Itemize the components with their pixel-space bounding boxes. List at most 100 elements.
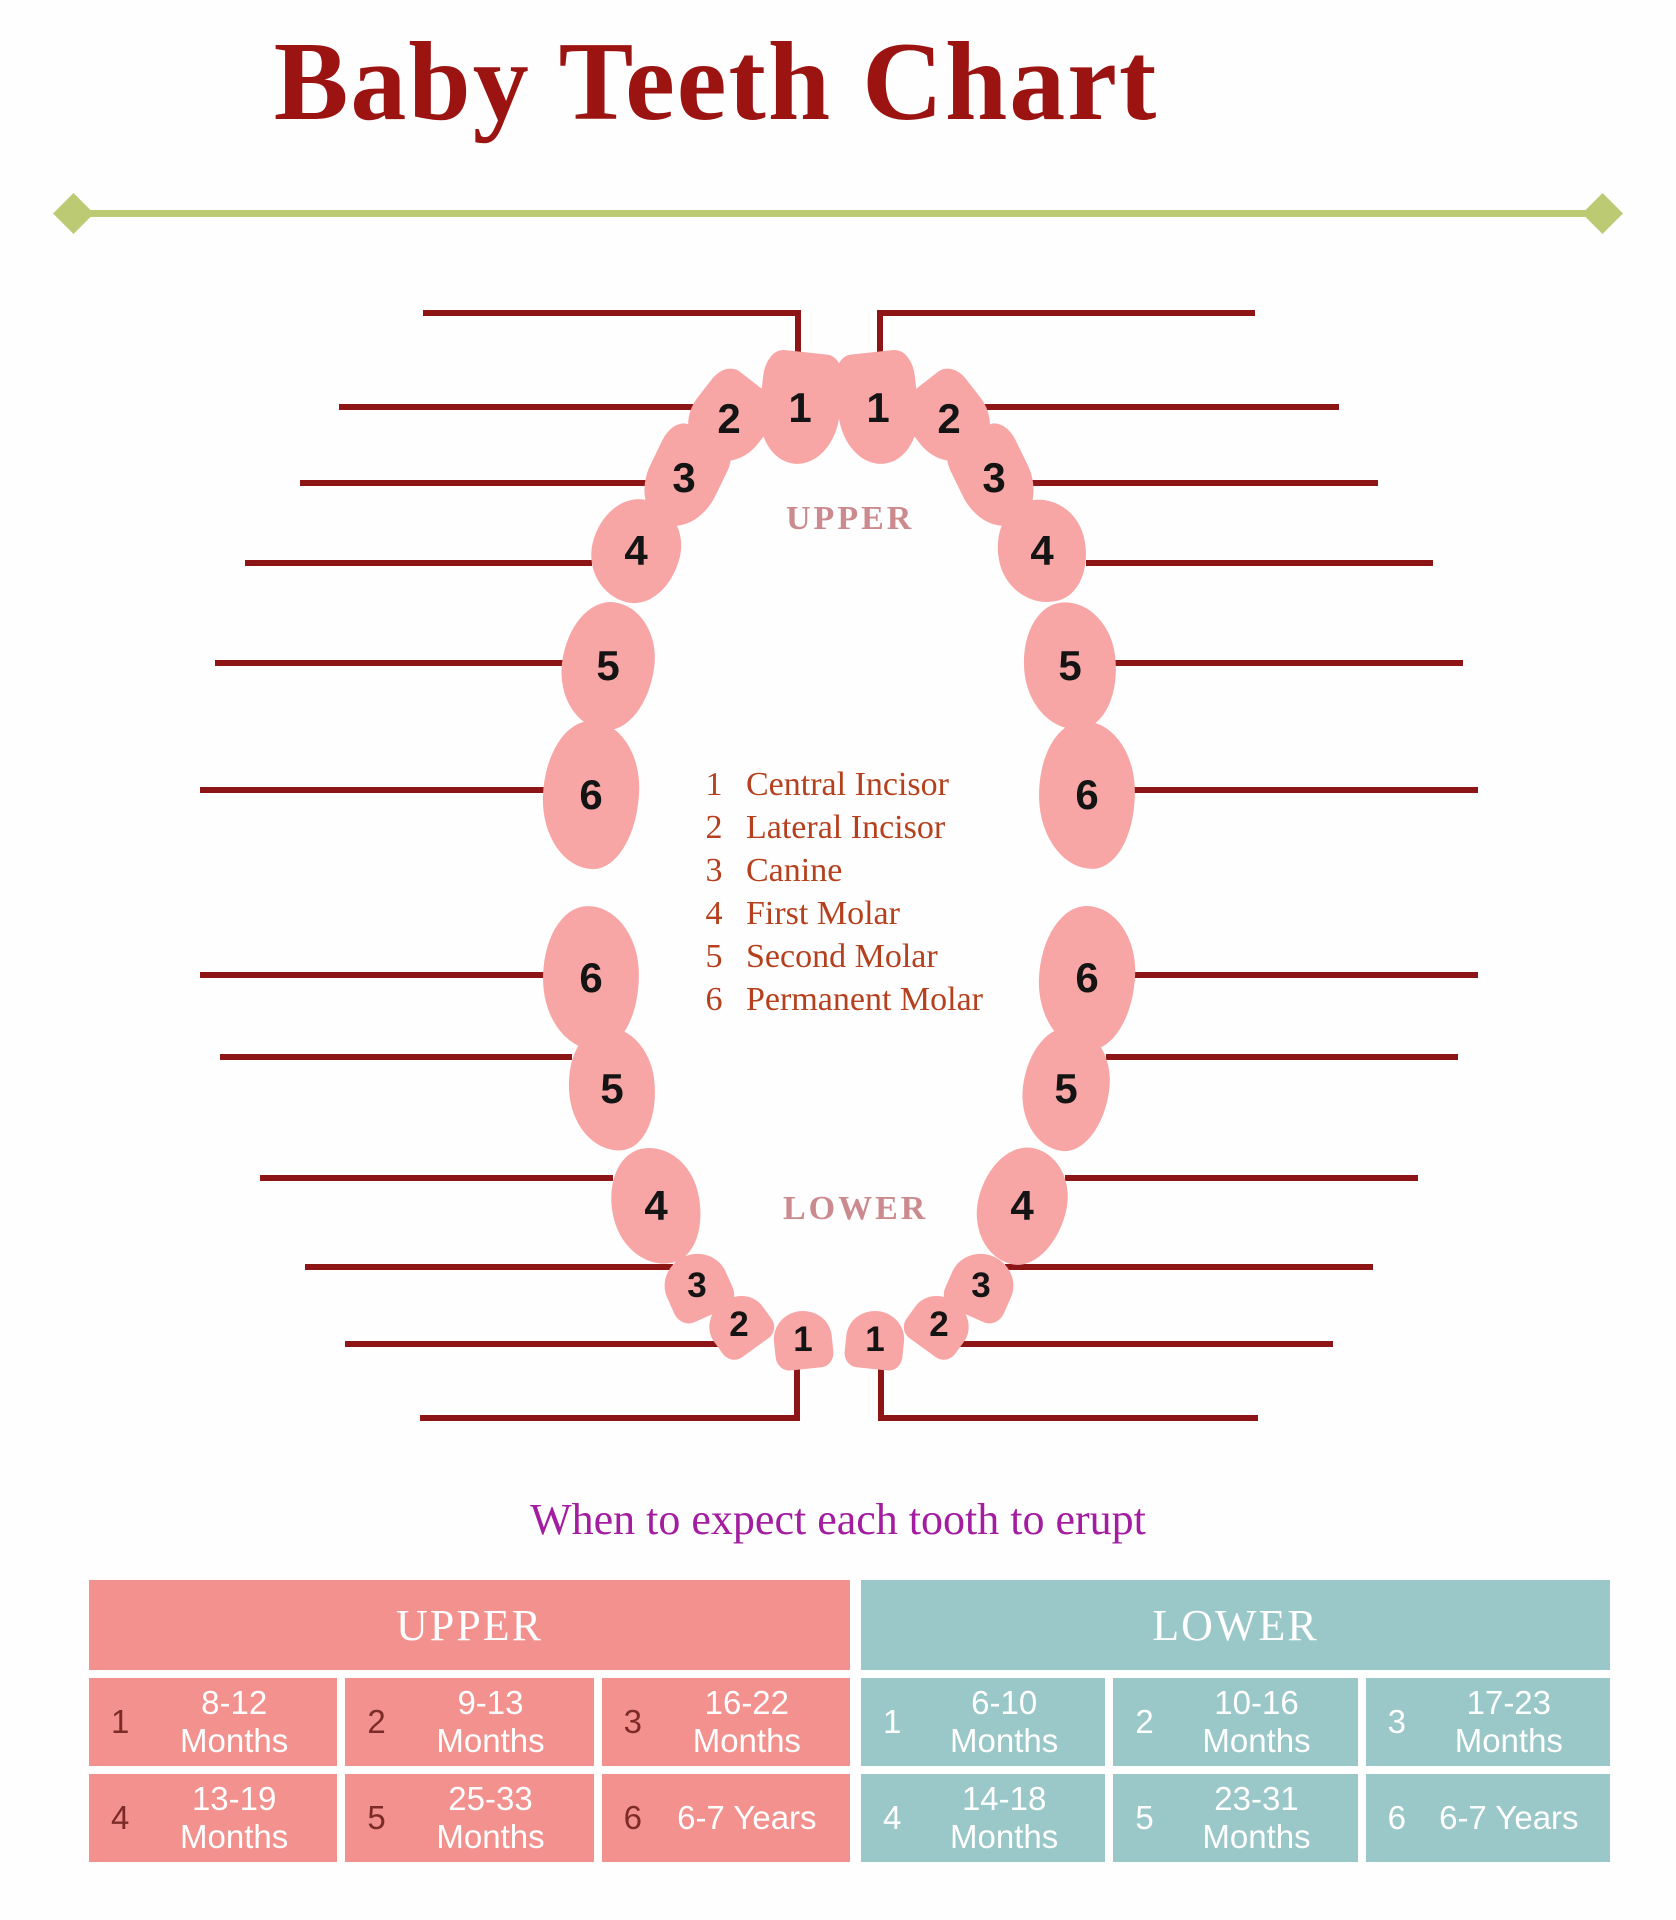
cell-number: 5 bbox=[367, 1799, 386, 1836]
upper-eruption-table: UPPER 1 8-12 Months 2 9-13 Months 3 16-2… bbox=[89, 1580, 850, 1862]
tooth-lower-1-right: 1 bbox=[843, 1308, 907, 1372]
tooth-number: 1 bbox=[793, 1320, 813, 1359]
tooth-number: 4 bbox=[644, 1182, 668, 1229]
tooth-upper-3-left: 3 bbox=[629, 417, 739, 539]
tooth-lower-3-left: 3 bbox=[654, 1243, 740, 1329]
cell-number: 3 bbox=[1387, 1703, 1407, 1740]
legend-number: 4 bbox=[705, 895, 723, 932]
tooth-number: 1 bbox=[866, 384, 890, 431]
cell-time: 6-7 Years bbox=[1439, 1799, 1579, 1836]
table-cell: 4 14-18 Months bbox=[861, 1774, 1106, 1862]
tooth-number: 4 bbox=[624, 527, 648, 574]
cell-number: 2 bbox=[1135, 1703, 1154, 1740]
cell-number: 3 bbox=[623, 1703, 643, 1740]
tooth-number: 3 bbox=[971, 1266, 991, 1305]
tooth-lower-6-left: 6 bbox=[540, 904, 642, 1052]
pointer-line-upper-1-left bbox=[423, 310, 801, 368]
tooth-number: 5 bbox=[1058, 642, 1082, 689]
table-cell: 1 8-12 Months bbox=[89, 1678, 338, 1766]
legend-label: Lateral Incisor bbox=[746, 809, 946, 846]
cell-number: 4 bbox=[883, 1799, 902, 1836]
tooth-lower-6-right: 6 bbox=[1036, 904, 1138, 1052]
tooth-lower-2-left: 2 bbox=[698, 1284, 780, 1366]
legend-label: Central Incisor bbox=[746, 766, 949, 803]
table-cell: 2 9-13 Months bbox=[345, 1678, 594, 1766]
legend-item: 2 Lateral Incisor bbox=[700, 809, 983, 852]
tooth-number: 4 bbox=[1010, 1182, 1034, 1229]
tooth-lower-5-right: 5 bbox=[1015, 1022, 1117, 1156]
cell-time: 16-22 Months bbox=[692, 1684, 801, 1759]
tooth-upper-3-right: 3 bbox=[939, 417, 1049, 539]
cell-number: 4 bbox=[111, 1799, 130, 1836]
tooth-number: 3 bbox=[687, 1266, 707, 1305]
cell-time: 23-31 Months bbox=[1202, 1780, 1311, 1855]
legend-number: 1 bbox=[705, 766, 723, 803]
tooth-upper-6-right: 6 bbox=[1036, 719, 1138, 871]
tooth-number: 5 bbox=[596, 642, 620, 689]
legend-number: 6 bbox=[705, 981, 723, 1018]
cell-number: 6 bbox=[1387, 1799, 1407, 1836]
upper-arch-label: UPPER bbox=[786, 500, 915, 537]
cell-number: 1 bbox=[883, 1703, 902, 1740]
tooth-upper-5-right: 5 bbox=[1016, 596, 1124, 736]
tooth-number: 2 bbox=[929, 1305, 949, 1344]
legend-number: 3 bbox=[705, 852, 723, 889]
tooth-upper-6-left: 6 bbox=[540, 719, 642, 871]
cell-number: 5 bbox=[1135, 1799, 1154, 1836]
tooth-upper-4-left: 4 bbox=[580, 489, 692, 613]
eruption-heading: When to expect each tooth to erupt bbox=[530, 1495, 1146, 1544]
pointer-line-lower-1-left bbox=[420, 1363, 800, 1421]
cell-time: 13-19 Months bbox=[180, 1780, 289, 1855]
lower-table-header: LOWER bbox=[861, 1580, 1610, 1670]
tooth-lower-1-left: 1 bbox=[771, 1308, 835, 1372]
table-cell: 4 13-19 Months bbox=[89, 1774, 338, 1862]
tooth-number: 6 bbox=[579, 771, 603, 818]
lower-arch-label: LOWER bbox=[783, 1190, 929, 1227]
pointer-line-upper-1-right bbox=[877, 310, 1255, 368]
tooth-number: 1 bbox=[865, 1320, 885, 1359]
tooth-upper-4-right: 4 bbox=[986, 489, 1098, 613]
legend-item: 3 Canine bbox=[700, 852, 983, 895]
pointer-line-lower-1-right bbox=[878, 1363, 1258, 1421]
cell-time: 14-18 Months bbox=[950, 1780, 1059, 1855]
legend-item: 5 Second Molar bbox=[700, 938, 983, 981]
tooth-lower-3-right: 3 bbox=[938, 1243, 1024, 1329]
tooth-number: 3 bbox=[982, 454, 1006, 501]
table-cell: 6 6-7 Years bbox=[1365, 1774, 1610, 1862]
tooth-number: 2 bbox=[717, 395, 741, 442]
tooth-legend: 1 Central Incisor 2 Lateral Incisor 3 Ca… bbox=[700, 766, 984, 1024]
lower-eruption-table: LOWER 1 6-10 Months 2 10-16 Months 3 17-… bbox=[861, 1580, 1610, 1862]
teeth-diagram: 1 1 2 2 3 3 4 4 bbox=[200, 310, 1478, 1421]
cell-time: 6-7 Years bbox=[677, 1799, 817, 1836]
tooth-number: 5 bbox=[1054, 1065, 1078, 1112]
tooth-lower-4-right: 4 bbox=[965, 1138, 1079, 1274]
tooth-number: 6 bbox=[1075, 954, 1099, 1001]
table-cell: 2 10-16 Months bbox=[1113, 1678, 1358, 1766]
pointer-lines bbox=[200, 310, 1478, 1421]
cell-time: 25-33 Months bbox=[436, 1780, 545, 1855]
upper-table-header: UPPER bbox=[89, 1580, 850, 1670]
legend-label: First Molar bbox=[746, 895, 900, 932]
legend-number: 5 bbox=[705, 938, 723, 975]
tooth-upper-5-left: 5 bbox=[554, 596, 662, 736]
legend-item: 6 Permanent Molar bbox=[700, 981, 984, 1024]
tooth-number: 1 bbox=[788, 384, 812, 431]
tooth-upper-1-right: 1 bbox=[832, 348, 924, 468]
tooth-number: 2 bbox=[937, 395, 961, 442]
divider-rule bbox=[74, 210, 1602, 217]
table-cell: 5 23-31 Months bbox=[1113, 1774, 1358, 1862]
legend-label: Permanent Molar bbox=[746, 981, 983, 1018]
cell-time: 9-13 Months bbox=[436, 1684, 545, 1759]
upper-table-body: 1 8-12 Months 2 9-13 Months 3 16-22 Mont… bbox=[89, 1678, 850, 1862]
tooth-lower-4-left: 4 bbox=[599, 1138, 713, 1274]
table-cell: 3 16-22 Months bbox=[601, 1678, 850, 1766]
page-title: Baby Teeth Chart bbox=[273, 20, 1159, 144]
cell-time: 10-16 Months bbox=[1202, 1684, 1311, 1759]
cell-time: 17-23 Months bbox=[1454, 1684, 1563, 1759]
table-cell: 3 17-23 Months bbox=[1365, 1678, 1610, 1766]
tooth-number: 6 bbox=[1075, 771, 1099, 818]
tooth-number: 4 bbox=[1030, 527, 1054, 574]
tooth-upper-2-left: 2 bbox=[671, 360, 787, 478]
legend-label: Second Molar bbox=[746, 938, 938, 975]
